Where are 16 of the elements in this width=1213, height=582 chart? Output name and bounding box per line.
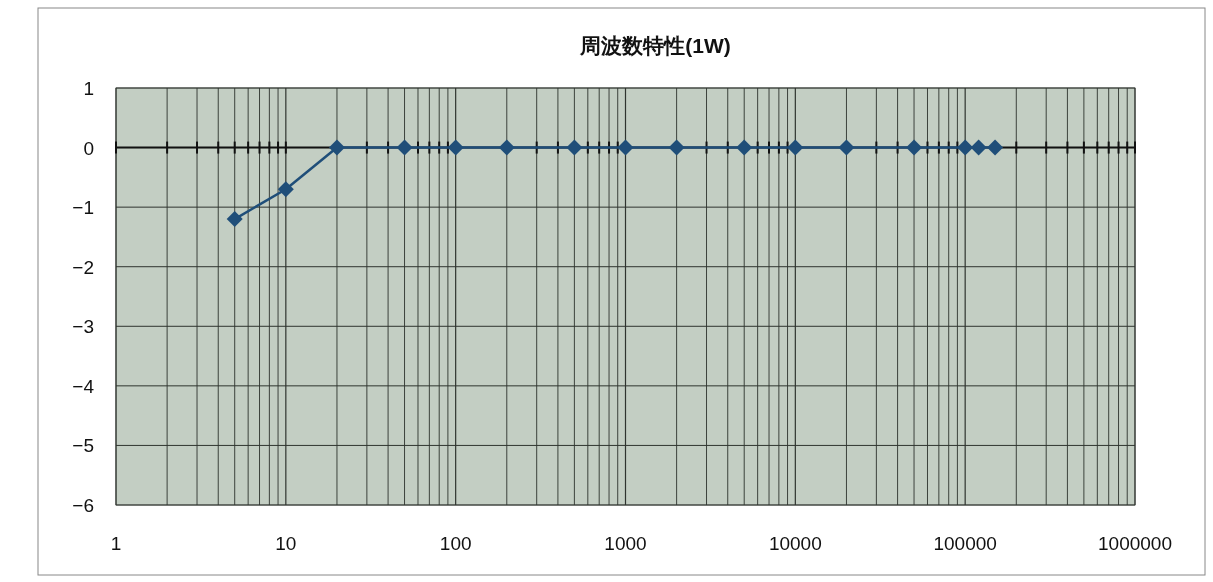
x-tick-label: 1: [110, 533, 122, 554]
x-tick-label: 100: [439, 533, 472, 554]
y-tick-label: −1: [72, 197, 94, 219]
y-tick-label: −5: [72, 435, 94, 457]
y-tick-label: −2: [72, 256, 94, 278]
y-tick-label: −6: [72, 495, 94, 516]
y-tick-label: 1: [83, 78, 94, 99]
x-tick-label: 10000: [768, 533, 822, 554]
x-tick-label: 10: [275, 533, 297, 554]
y-tick-label: −4: [72, 375, 95, 397]
y-tick-label: 0: [83, 137, 94, 159]
y-tick-label: −3: [72, 316, 94, 338]
x-tick-label: 100000: [933, 533, 997, 554]
x-tick-label: 1000: [604, 533, 647, 554]
chart-title: 周波数特性(1W): [579, 34, 731, 57]
x-tick-label: 1000000: [1098, 533, 1172, 554]
